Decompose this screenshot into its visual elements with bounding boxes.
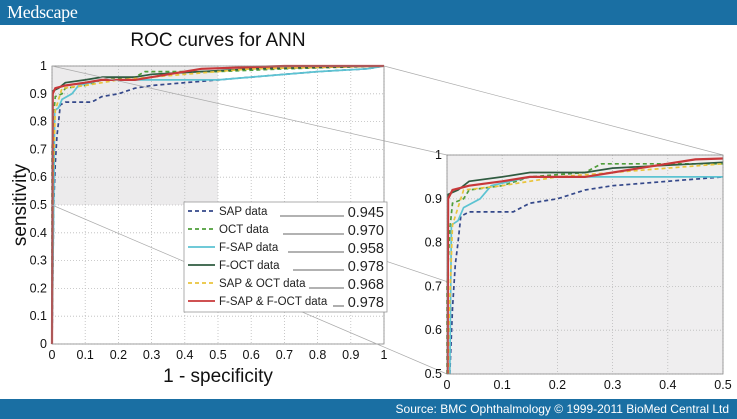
legend-auc-value: 0.970: [348, 223, 384, 239]
legend-item: SAP & OCT data 0.968: [188, 277, 384, 293]
y-tick-label: 0.9: [425, 192, 442, 206]
legend-item: F-SAP data 0.958: [188, 241, 384, 257]
legend-item: SAP data 0.945: [188, 205, 384, 221]
legend: SAP data 0.945 OCT data 0.970 F-SAP data 0.95…: [183, 201, 388, 313]
x-tick-label: 0.6: [243, 348, 260, 362]
y-tick-label: 0.7: [425, 279, 442, 293]
legend-label: OCT data: [219, 224, 269, 236]
legend-auc-value: 0.978: [348, 295, 384, 311]
x-axis-label: 1 - specificity: [163, 366, 273, 387]
zoom-region: [52, 66, 218, 205]
y-tick-label: 0.7: [30, 142, 47, 156]
x-tick-label: 0.7: [276, 348, 293, 362]
y-tick-label: 0.4: [30, 226, 47, 240]
x-tick-label: 0: [49, 348, 56, 362]
legend-auc-value: 0.978: [348, 259, 384, 275]
medscape-logo: Medscape: [7, 2, 78, 22]
x-tick-label: 0.1: [494, 378, 511, 392]
chart-title: ROC curves for ANN: [130, 30, 305, 51]
inset-roc-plot: 0 0.1 0.2 0.3 0.4 0.5 0.5 0.6 0.7 0.8 0.9 1: [425, 148, 732, 392]
footer-bar: Source: BMC Ophthalmology © 1999-2011 Bi…: [0, 399, 737, 419]
y-tick-label: 0.5: [30, 198, 47, 212]
x-tick-label: 0.3: [143, 348, 160, 362]
legend-box: [183, 201, 388, 313]
roc-curve-f-sap-f-oct-data: [446, 157, 724, 375]
zoom-connector-line: [383, 65, 724, 156]
legend-label: SAP & OCT data: [219, 278, 306, 290]
y-tick-label: 0: [40, 337, 47, 351]
legend-item: OCT data 0.970: [188, 223, 384, 239]
x-tick-label: 0.5: [714, 378, 731, 392]
legend-label: F-OCT data: [219, 260, 280, 272]
x-tick-label: 0: [444, 378, 451, 392]
x-tick-label: 0.2: [549, 378, 566, 392]
y-tick-label: 0.8: [30, 115, 47, 129]
x-tick-label: 0.4: [659, 378, 676, 392]
y-tick-label: 0.9: [30, 87, 47, 101]
header-bar: Medscape: [0, 0, 737, 25]
y-axis-label: sensitivity: [10, 163, 31, 246]
x-tick-label: 0.1: [77, 348, 94, 362]
plot-frame: [446, 154, 724, 375]
roc-curve-sap-oct-data: [447, 162, 724, 375]
x-tick-label: 0.2: [110, 348, 127, 362]
y-tick-label: 0.6: [425, 323, 442, 337]
y-tick-label: 1: [435, 148, 442, 162]
y-tick-label: 0.3: [30, 254, 47, 268]
y-tick-label: 1: [40, 59, 47, 73]
legend-auc-value: 0.958: [348, 241, 384, 257]
roc-curve-sap-oct-data: [51, 65, 385, 345]
roc-curve-sap-data: [51, 65, 385, 345]
roc-curve-f-sap-f-oct-data: [50, 64, 384, 345]
y-tick-label: 0.8: [425, 236, 442, 250]
legend-item: F-OCT data 0.978: [188, 259, 384, 275]
legend-auc-value: 0.968: [348, 277, 384, 293]
roc-curve-oct-data: [446, 162, 723, 374]
x-tick-label: 1: [381, 348, 388, 362]
legend-item: F-SAP & F-OCT data 0.978: [188, 295, 384, 311]
zoom-connector-line: [51, 65, 448, 156]
legend-label: F-SAP & F-OCT data: [219, 296, 328, 308]
legend-label: SAP data: [219, 206, 268, 218]
x-tick-label: 0.8: [309, 348, 326, 362]
x-tick-label: 0.9: [342, 348, 359, 362]
x-tick-label: 0.3: [604, 378, 621, 392]
legend-auc-value: 0.945: [348, 205, 384, 221]
legend-label: F-SAP data: [219, 242, 279, 254]
y-tick-label: 0.5: [425, 367, 442, 381]
y-tick-label: 0.1: [30, 309, 47, 323]
source-credit: Source: BMC Ophthalmology © 1999-2011 Bi…: [395, 402, 729, 416]
plot-area: [447, 155, 723, 374]
y-tick-label: 0.2: [30, 281, 47, 295]
x-tick-label: 0.4: [176, 348, 193, 362]
x-tick-label: 0.5: [209, 348, 226, 362]
y-tick-label: 0.6: [30, 170, 47, 184]
roc-curve-sap-data: [448, 176, 724, 375]
